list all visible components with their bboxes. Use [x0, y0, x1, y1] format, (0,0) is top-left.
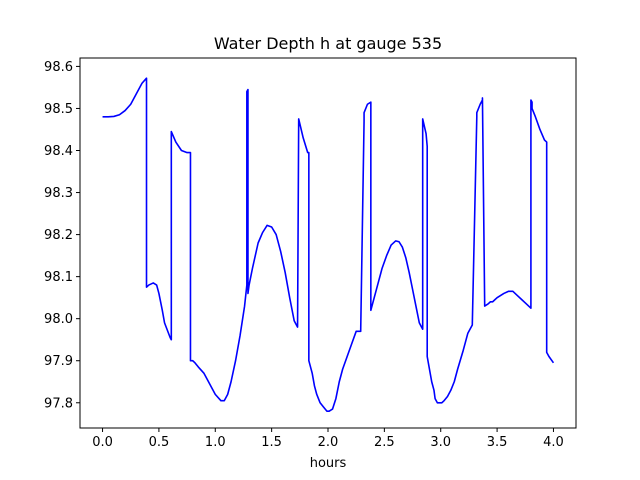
x-tick-label: 0.5	[149, 435, 170, 450]
y-axis: 97.8 97.9 98.0 98.1 98.2 98.3 98.4 98.5 98.6	[44, 60, 80, 411]
x-tick-label: 4.0	[543, 435, 564, 450]
y-tick-label: 97.8	[44, 396, 73, 411]
x-tick-label: 1.0	[205, 435, 226, 450]
x-axis-title: hours	[310, 456, 347, 471]
series-line-0	[102, 77, 555, 412]
y-tick-label: 98.6	[44, 60, 73, 75]
y-tick-label: 98.0	[44, 312, 73, 327]
y-tick-label: 97.9	[44, 354, 73, 369]
y-tick-label: 98.2	[44, 228, 73, 243]
y-tick-label: 98.4	[44, 144, 73, 159]
x-tick-label: 3.0	[430, 435, 451, 450]
x-tick-label: 2.5	[374, 435, 395, 450]
chart-title: Water Depth h at gauge 535	[214, 34, 442, 53]
x-tick-label: 0.0	[92, 435, 113, 450]
y-tick-label: 98.1	[44, 270, 73, 285]
plot-area	[102, 77, 555, 412]
x-tick-label: 3.5	[487, 435, 508, 450]
x-tick-label: 2.0	[318, 435, 339, 450]
y-tick-label: 98.3	[44, 186, 73, 201]
x-tick-label: 1.5	[261, 435, 282, 450]
x-axis: 0.0 0.5 1.0 1.5 2.0 2.5 3.0 3.5 4.0	[92, 428, 564, 450]
y-tick-label: 98.5	[44, 102, 73, 117]
